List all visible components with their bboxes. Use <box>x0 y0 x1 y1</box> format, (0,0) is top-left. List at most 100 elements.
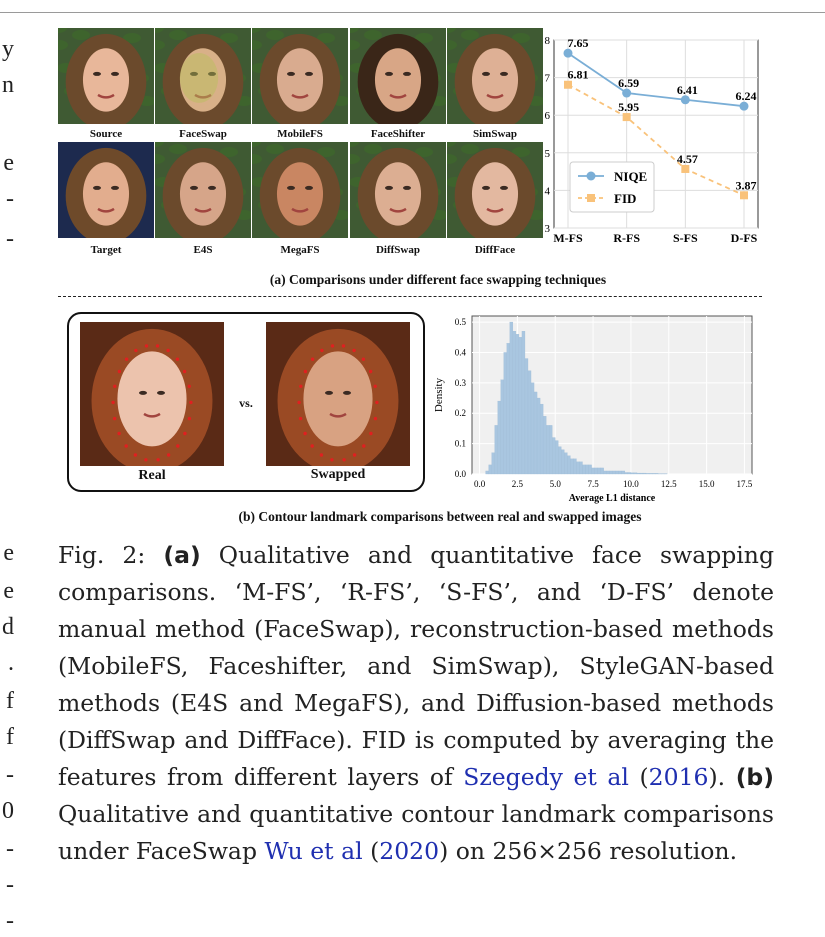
x-tick-label: D-FS <box>731 231 758 245</box>
hist-bar <box>579 461 583 475</box>
face-image-faceshifter <box>350 28 446 124</box>
y-tick-label: 4 <box>545 185 551 197</box>
hist-bar <box>645 473 650 475</box>
landmark-face-real <box>80 322 224 466</box>
cite2-open: ( <box>362 837 380 865</box>
hist-bar <box>494 425 498 475</box>
fig-prefix: Fig. 2: <box>58 541 164 569</box>
citation-wu-link[interactable]: Wu et al <box>264 837 363 865</box>
legend-marker <box>587 194 595 202</box>
hist-bar <box>567 455 571 475</box>
cite1-open: ( <box>628 763 649 791</box>
left-fragment-char: - <box>6 186 14 212</box>
hist-bar <box>594 467 598 475</box>
data-label-niqe: 7.65 <box>568 36 589 50</box>
hist-bar <box>488 464 492 475</box>
left-fragment-char: e <box>3 578 14 604</box>
hist-x-tick: 15.0 <box>699 479 715 489</box>
hist-bar <box>533 391 538 475</box>
hist-bar <box>561 449 565 475</box>
data-label-niqe: 6.24 <box>736 89 757 103</box>
point-fid <box>740 191 748 200</box>
point-fid <box>564 80 572 89</box>
real-label: Real <box>138 468 166 483</box>
hist-bar <box>642 472 647 475</box>
hist-bar <box>530 382 535 475</box>
hist-x-tick: 5.0 <box>550 479 562 489</box>
face-label-simswap: SimSwap <box>472 128 518 140</box>
left-fragment-char: e <box>3 540 14 566</box>
hist-bar <box>639 472 644 475</box>
face-label-faceshifter: FaceShifter <box>370 128 426 140</box>
hist-y-tick: 0.3 <box>455 378 467 388</box>
point-niqe <box>622 88 632 98</box>
legend-label-niqe: NIQE <box>614 169 647 184</box>
left-fragment-char: - <box>6 762 14 788</box>
hist-y-label: Density <box>433 377 445 412</box>
citation-2020-link[interactable]: 2020 <box>379 837 440 865</box>
hist-y-tick: 0.2 <box>455 408 466 418</box>
point-niqe <box>680 95 690 105</box>
face-label-diffswap: DiffSwap <box>375 244 420 256</box>
x-tick-label: R-FS <box>613 231 640 245</box>
hist-bar <box>573 458 577 475</box>
face-image-faceswap <box>155 28 251 124</box>
face-label-faceswap: FaceSwap <box>179 128 227 140</box>
hist-bar <box>491 452 495 475</box>
face-image-source <box>58 28 154 124</box>
hist-bar <box>552 437 556 475</box>
data-label-niqe: 6.41 <box>677 83 698 97</box>
caption-text-3: ) on 256×256 resolution. <box>439 837 738 865</box>
face-label-e4s: E4S <box>193 244 213 256</box>
hist-bar <box>591 467 595 475</box>
point-niqe <box>563 48 573 58</box>
caption-a: (a) Comparisons under different face swa… <box>269 272 607 287</box>
hist-bar <box>633 472 638 475</box>
hist-bar <box>542 416 547 475</box>
hist-bar <box>536 397 541 475</box>
landmark-face-swapped <box>266 322 410 466</box>
l1-distance-histogram: 0.0 0.1 0.2 0.3 0.4 0.5 0.0 2.5 5.0 7.5 10.0 12.5 15… <box>433 315 753 504</box>
caption-text-2: Qualitative and quantitative contour lan… <box>58 800 774 865</box>
hist-x-tick: 17.5 <box>737 479 753 489</box>
hist-bar <box>555 440 559 475</box>
hist-bar <box>603 470 607 475</box>
citation-szegedy-link[interactable]: Szegedy et al <box>463 763 629 791</box>
left-fragment-char: - <box>6 872 14 898</box>
hist-x-label: Average L1 distance <box>569 493 656 504</box>
hist-bar <box>509 321 514 475</box>
hist-bar <box>630 472 635 475</box>
caption-b: (b) Contour landmark comparisons between… <box>238 509 642 524</box>
hist-bar <box>654 473 659 475</box>
legend-label-fid: FID <box>614 191 636 206</box>
hist-bar <box>621 470 626 475</box>
series-line-niqe <box>567 52 745 108</box>
face-image-mobilefs <box>252 28 348 124</box>
marker-a: (a) <box>163 541 201 569</box>
left-fragment-char: n <box>2 72 14 98</box>
hist-bar <box>618 470 622 475</box>
face-image-megafs <box>252 142 348 238</box>
y-tick-label: 7 <box>545 73 551 85</box>
hist-bar <box>549 425 553 475</box>
y-tick-label: 3 <box>545 223 551 235</box>
hist-bar <box>582 464 586 475</box>
left-fragment-char: e <box>3 150 14 176</box>
caption-text-1: Qualitative and quantitative face swappi… <box>58 541 774 791</box>
hist-bar <box>585 464 589 475</box>
data-label-fid: 5.95 <box>618 100 639 114</box>
point-niqe <box>739 101 749 111</box>
hist-bar <box>576 461 580 475</box>
face-label-diffface: DiffFace <box>474 244 516 256</box>
face-image-simswap <box>447 28 543 124</box>
hist-bar <box>624 472 629 475</box>
hist-bar <box>588 464 592 475</box>
top-rule <box>0 12 825 13</box>
hist-bar <box>636 472 641 475</box>
left-fragment-char: - <box>6 836 14 862</box>
hist-bar <box>600 467 604 475</box>
hist-bar <box>524 358 529 475</box>
citation-2016-link[interactable]: 2016 <box>648 763 709 791</box>
hist-bar <box>597 467 601 475</box>
hist-bar <box>606 470 610 475</box>
